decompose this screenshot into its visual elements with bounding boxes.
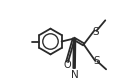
Text: S: S xyxy=(93,56,100,66)
Text: S: S xyxy=(92,27,99,37)
Text: N: N xyxy=(71,70,78,80)
Text: O: O xyxy=(63,60,71,70)
